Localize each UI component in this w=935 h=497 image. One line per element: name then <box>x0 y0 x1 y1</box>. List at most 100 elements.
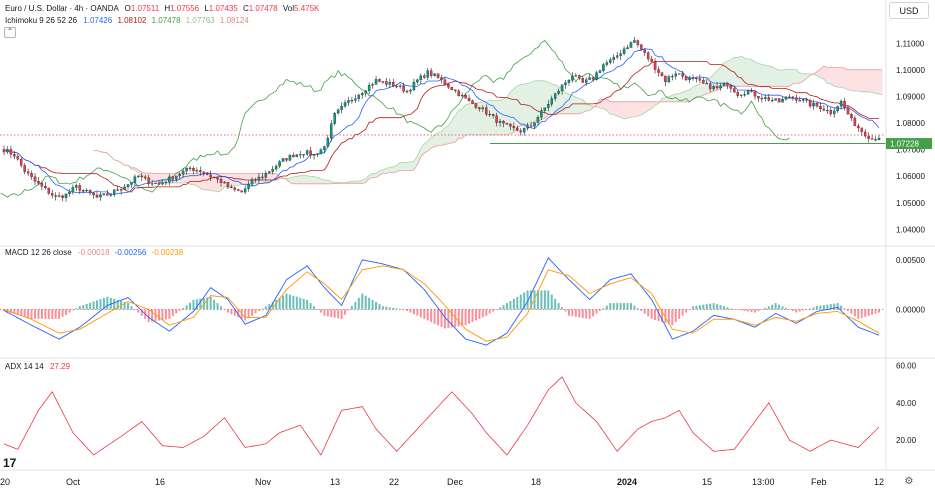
macd-histogram-bar <box>726 307 728 309</box>
macd-histogram-bar <box>744 309 746 311</box>
cloud-segment <box>834 67 837 87</box>
cloud-segment <box>831 67 834 86</box>
macd-histogram-bar <box>702 305 704 310</box>
macd-histogram-bar <box>778 305 780 310</box>
candle-body <box>327 138 329 146</box>
candle-body <box>68 192 70 194</box>
cloud-segment <box>293 176 296 183</box>
candle-body <box>230 187 232 188</box>
macd-histogram-bar <box>220 306 222 309</box>
candle-body <box>6 149 8 152</box>
candle-body <box>289 155 291 160</box>
candle-body <box>730 85 732 88</box>
adx-axis[interactable]: 60.00 40.00 20.00 <box>896 362 917 445</box>
candle-body <box>702 80 704 83</box>
candle-body <box>437 74 439 78</box>
macd-histogram-bar <box>437 309 439 325</box>
candle-body <box>458 91 460 96</box>
macd-histogram-bar <box>223 309 225 310</box>
adx-panel <box>4 377 879 455</box>
candle-body <box>551 99 553 105</box>
macd-histogram-bar <box>568 309 570 315</box>
cloud-segment <box>724 61 727 86</box>
legend-ichimoku: Ichimoku 9 26 52 26 1.07426 1.08102 1.07… <box>5 16 249 25</box>
time-axis[interactable]: 20 Oct 16 Nov 13 22 Dec 18 2024 15 13:00… <box>0 477 884 487</box>
macd-histogram-bar <box>582 309 584 317</box>
cloud-segment <box>786 69 789 86</box>
candle-body <box>351 100 353 101</box>
macd-histogram-bar <box>485 309 487 315</box>
cloud-segment <box>200 174 203 190</box>
cloud-segment <box>479 102 482 135</box>
macd-histogram-bar <box>699 305 701 309</box>
cloud-segment <box>858 70 861 92</box>
candle-body <box>620 54 622 56</box>
candle-body <box>699 79 701 81</box>
candle-body <box>744 94 746 95</box>
chevron-up-icon[interactable]: ⌃ <box>4 27 16 38</box>
price-axis[interactable]: 1.11000 1.10000 1.09000 1.08000 1.07000 … <box>886 39 932 234</box>
gear-icon[interactable]: ⚙ <box>903 476 915 488</box>
candle-body <box>626 48 628 49</box>
macd-histogram-bar <box>416 309 418 315</box>
candle-body <box>520 131 522 133</box>
macd-histogram-bar <box>482 309 484 317</box>
candle-body <box>392 82 394 86</box>
candle-body <box>733 88 735 92</box>
macd-histogram-bar <box>465 309 467 325</box>
macd-histogram-bar <box>733 309 735 310</box>
candle-body <box>485 108 487 114</box>
candle-body <box>403 86 405 91</box>
candle-body <box>413 82 415 90</box>
price-tick: 1.05000 <box>896 199 925 208</box>
candle-body <box>99 195 101 197</box>
macd-histogram-bar <box>413 309 415 314</box>
macd-histogram-bar <box>165 309 167 319</box>
cloud-segment <box>438 132 441 146</box>
candle-body <box>179 174 181 176</box>
macd-histogram-bar <box>344 309 346 314</box>
macd-histogram-bar <box>365 296 367 310</box>
candle-body <box>719 86 721 88</box>
candle-body <box>668 77 670 82</box>
macd-histogram-bar <box>685 309 687 312</box>
candle-body <box>334 113 336 123</box>
candle-body <box>506 123 508 124</box>
candle-body <box>471 101 473 104</box>
macd-histogram-bar <box>633 306 635 310</box>
macd-histogram-bar <box>320 309 322 312</box>
candle-body <box>537 117 539 122</box>
macd-histogram-bar <box>51 309 53 319</box>
macd-line-value: -0.00256 <box>115 248 147 257</box>
candle-body <box>75 185 77 187</box>
macd-axis[interactable]: 0.00500 0.00000 <box>896 256 925 315</box>
candle-body <box>199 170 201 171</box>
macd-histogram-bar <box>285 294 287 310</box>
candle-body <box>396 86 398 87</box>
candle-body <box>213 177 215 178</box>
macd-histogram-bar <box>399 309 401 310</box>
candle-body <box>44 186 46 188</box>
macd-histogram-bar <box>31 309 33 319</box>
macd-histogram-bar <box>623 303 625 309</box>
macd-histogram-bar <box>299 298 301 310</box>
candle-body <box>234 188 236 190</box>
price-tick: 1.11000 <box>896 39 925 48</box>
time-label: 20 <box>0 477 10 487</box>
macd-histogram-bar <box>337 309 339 318</box>
candle-body <box>96 195 98 197</box>
cloud-segment <box>473 103 476 135</box>
candle-body <box>592 78 594 80</box>
cloud-segment <box>204 174 207 190</box>
candle-body <box>237 190 239 191</box>
macd-series-signal <box>4 266 879 341</box>
candle-body <box>306 151 308 155</box>
low-value: 1.07435 <box>209 4 238 13</box>
macd-histogram-bar <box>392 308 394 310</box>
cloud-segment <box>634 102 637 117</box>
currency-selector[interactable]: USD <box>889 2 929 19</box>
candle-body <box>799 100 801 101</box>
cloud-segment <box>304 176 307 184</box>
candle-body <box>826 110 828 111</box>
